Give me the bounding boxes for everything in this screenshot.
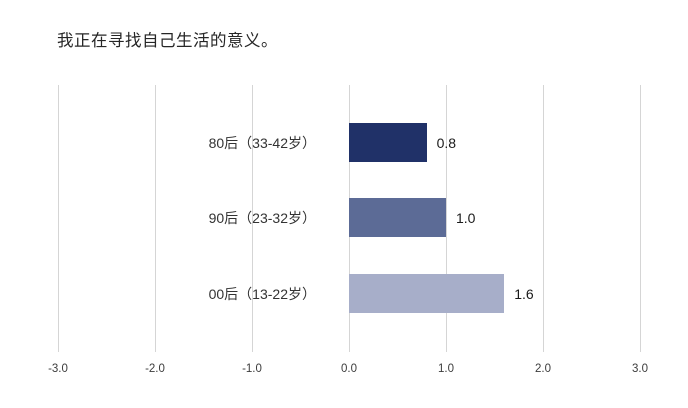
x-tick-label: 1.0 xyxy=(438,363,454,375)
value-label: 1.6 xyxy=(514,285,534,302)
bar xyxy=(349,198,446,237)
category-label: 80后（33-42岁） xyxy=(208,134,316,151)
gridline xyxy=(640,85,641,352)
gridline xyxy=(155,85,156,352)
value-label: 1.0 xyxy=(456,209,476,226)
bar xyxy=(349,274,505,313)
gridline xyxy=(446,85,447,352)
value-label: 0.8 xyxy=(436,134,457,151)
x-tick-label: -3.0 xyxy=(48,363,68,375)
x-tick-label: 0.0 xyxy=(341,363,357,375)
gridline xyxy=(252,85,253,352)
x-tick-label: -1.0 xyxy=(242,363,262,375)
x-tick-label: 2.0 xyxy=(535,363,551,375)
category-label: 00后（13-22岁） xyxy=(208,285,316,302)
x-tick-label: -2.0 xyxy=(145,363,165,375)
bar xyxy=(349,123,427,162)
category-label: 90后（23-32岁） xyxy=(208,209,316,226)
gridline xyxy=(58,85,59,352)
gridline xyxy=(543,85,544,352)
x-tick-label: 3.0 xyxy=(632,363,648,375)
chart-title: 我正在寻找自己生活的意义。 xyxy=(57,32,278,50)
